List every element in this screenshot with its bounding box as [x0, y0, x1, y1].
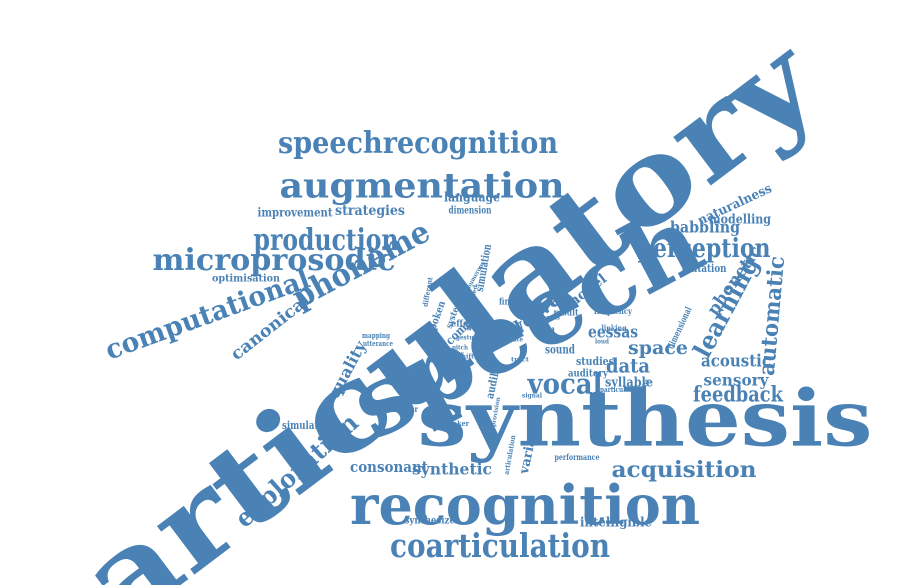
word-production: production — [254, 223, 399, 258]
word-modelling: modelling — [709, 213, 771, 228]
word-strategies: strategies — [335, 203, 405, 219]
word-microprosodic: microprosodic — [153, 243, 396, 278]
word-start: start — [470, 315, 486, 322]
word-sensory: sensory — [704, 371, 770, 390]
word-stimulus: stimulus — [436, 349, 464, 358]
word-pitch: pitch — [452, 345, 469, 352]
word-tract: tract — [511, 357, 529, 364]
word-articulator: articulator — [378, 404, 419, 414]
word-sound: sound — [545, 343, 575, 357]
word-optimisation: optimisation — [212, 274, 281, 285]
word-recognition: recognition — [350, 473, 700, 537]
word-eessas: eessas — [588, 323, 638, 343]
word-work: work — [465, 324, 486, 334]
word-particular: particular — [600, 385, 632, 394]
word-corpus: corpus — [540, 315, 561, 322]
word-dimension: dimension — [449, 206, 493, 217]
word-linking: linking — [602, 323, 627, 333]
word-space: space — [628, 337, 688, 359]
word-loud: loud — [595, 339, 610, 346]
word-synthesis: synthesis — [418, 374, 873, 465]
word-frequency: frequency — [594, 306, 632, 316]
word-result: result — [554, 309, 580, 319]
word-signal: signal — [522, 393, 543, 400]
word-improvement: improvement — [258, 206, 333, 220]
word-simulating: simulating — [282, 419, 334, 432]
word-syllable: syllable — [605, 376, 653, 391]
word-acquisition: acquisition — [612, 457, 757, 483]
word-problem: problem — [394, 371, 423, 378]
word-data: data — [606, 354, 650, 378]
word-finding: finding — [499, 298, 530, 308]
word-synthetic: synthetic — [412, 460, 492, 479]
word-acoustic: acoustic — [701, 352, 771, 372]
word-augmentation: augmentation — [280, 166, 565, 207]
word-intelligible: intelligible — [580, 516, 652, 531]
word-shift: shift — [458, 354, 474, 361]
word-gesture: gesture — [456, 335, 480, 342]
word-performance: performance — [555, 452, 600, 462]
word-synthesizer: synthesizer — [405, 516, 461, 527]
word-speechrecognition: speechrecognition — [278, 126, 558, 161]
word-target: target — [430, 358, 450, 365]
word-coarticulation: coarticulation — [390, 526, 610, 565]
word-effect: effect — [451, 320, 478, 330]
word-feedback: feedback — [693, 382, 783, 407]
word-mapping: mapping — [362, 331, 390, 340]
word-perception: perception — [638, 234, 771, 264]
word-based: based — [469, 284, 480, 306]
word-language: language — [444, 191, 500, 206]
word-consonant: consonant — [350, 458, 428, 476]
word-cscl: cscl — [535, 328, 555, 339]
word-vocal: vocal — [527, 368, 603, 401]
word-state: state — [507, 337, 523, 344]
word-studies: studies — [576, 355, 614, 368]
word-auditory: auditory — [568, 369, 609, 380]
word-babbling: babbling — [670, 218, 740, 237]
word-imitation: imitation — [682, 262, 727, 275]
word-none: none — [533, 323, 549, 330]
word-speaker: speaker — [441, 419, 469, 428]
word-utterance: utterance — [363, 339, 393, 348]
